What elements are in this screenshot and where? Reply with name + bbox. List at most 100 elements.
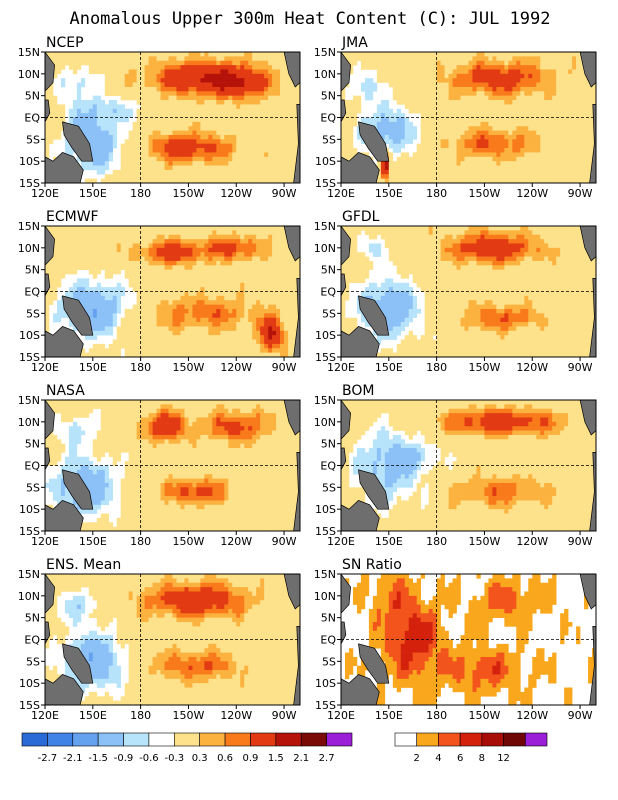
heatmap-cell: [128, 313, 133, 318]
heatmap-cell: [272, 73, 277, 79]
heatmap-cell: [168, 78, 173, 83]
heatmap-cell: [240, 178, 245, 183]
heatmap-cell: [524, 178, 529, 183]
heatmap-cell: [104, 230, 110, 236]
heatmap-cell: [228, 313, 233, 318]
heatmap-cell: [480, 152, 485, 158]
heatmap-cell: [212, 178, 217, 183]
heatmap-cell: [480, 139, 485, 144]
heatmap-cell: [344, 104, 350, 110]
heatmap-cell: [208, 113, 213, 118]
heatmap-cell: [176, 121, 181, 127]
heatmap-cell: [412, 152, 417, 158]
heatmap-cell: [280, 243, 285, 249]
heatmap-cell: [572, 148, 577, 153]
heatmap-cell: [92, 265, 98, 270]
heatmap-cell: [448, 169, 453, 175]
heatmap-cell: [144, 282, 149, 288]
heatmap-cell: [588, 91, 593, 96]
heatmap-cell: [272, 91, 277, 96]
heatmap-cell: [116, 113, 121, 118]
heatmap-cell: [80, 78, 86, 83]
heatmap-cell: [568, 139, 573, 144]
heatmap-cell: [532, 113, 537, 118]
heatmap-cell: [516, 65, 521, 70]
heatmap-cell: [540, 56, 545, 62]
heatmap-cell: [424, 178, 429, 183]
heatmap-cell: [216, 161, 221, 166]
heatmap-cell: [48, 230, 54, 236]
heatmap-cell: [260, 130, 265, 136]
heatmap-cell: [260, 52, 265, 57]
heatmap-cell: [396, 143, 402, 149]
heatmap-cell: [268, 174, 273, 179]
heatmap-cell: [212, 322, 217, 327]
heatmap-cell: [76, 239, 82, 244]
heatmap-cell: [248, 126, 253, 131]
heatmap-cell: [536, 86, 541, 92]
heatmap-cell: [108, 317, 114, 323]
heatmap-cell: [264, 56, 269, 62]
heatmap-cell: [216, 156, 221, 162]
heatmap-cell: [208, 313, 213, 318]
heatmap-cell: [432, 143, 437, 149]
heatmap-cell: [540, 126, 545, 131]
heatmap-cell: [388, 134, 394, 140]
heatmap-cell: [420, 174, 425, 179]
heatmap-cell: [460, 126, 465, 131]
heatmap-cell: [260, 65, 265, 70]
heatmap-cell: [172, 117, 177, 123]
heatmap-cell: [140, 143, 145, 149]
heatmap-cell: [140, 161, 145, 166]
heatmap-cell: [284, 322, 289, 327]
heatmap-cell: [536, 156, 541, 162]
heatmap-cell: [160, 73, 165, 79]
heatmap-cell: [244, 86, 249, 92]
heatmap-cell: [132, 260, 137, 266]
heatmap-cell: [188, 134, 193, 140]
heatmap-cell: [156, 322, 161, 327]
heatmap-cell: [136, 322, 141, 327]
heatmap-cell: [168, 178, 173, 183]
heatmap-cell: [208, 60, 213, 66]
heatmap-cell: [288, 282, 293, 288]
heatmap-cell: [112, 134, 118, 140]
heatmap-cell: [172, 230, 177, 236]
heatmap-cell: [460, 52, 465, 57]
heatmap-cell: [200, 130, 205, 136]
heatmap-cell: [48, 113, 54, 118]
heatmap-cell: [344, 148, 350, 153]
heatmap-cell: [220, 300, 225, 305]
heatmap-cell: [492, 113, 497, 118]
heatmap-cell: [48, 130, 54, 136]
heatmap-cell: [176, 91, 181, 96]
heatmap-cell: [176, 282, 181, 288]
heatmap-cell: [452, 86, 457, 92]
heatmap-cell: [276, 130, 281, 136]
heatmap-cell: [92, 65, 98, 70]
heatmap-cell: [232, 174, 237, 179]
heatmap-cell: [45, 317, 50, 323]
heatmap-cell: [444, 134, 449, 140]
heatmap-cell: [88, 256, 94, 262]
heatmap-cell: [72, 247, 78, 253]
heatmap-cell: [264, 260, 269, 266]
heatmap-cell: [296, 100, 300, 105]
heatmap-cell: [488, 169, 493, 175]
heatmap-cell: [508, 60, 513, 66]
heatmap-cell: [208, 117, 213, 123]
heatmap-cell: [148, 126, 153, 131]
heatmap-cell: [240, 265, 245, 270]
heatmap-cell: [352, 108, 358, 114]
heatmap-cell: [256, 274, 261, 279]
heatmap-cell: [192, 78, 197, 83]
heatmap-cell: [368, 91, 374, 96]
heatmap-cell: [260, 226, 265, 231]
heatmap-cell: [284, 65, 289, 70]
heatmap-cell: [144, 295, 149, 301]
heatmap-cell: [272, 60, 277, 66]
heatmap-cell: [48, 139, 54, 144]
heatmap-cell: [564, 178, 569, 183]
heatmap-cell: [228, 252, 233, 257]
heatmap-cell: [76, 230, 82, 236]
